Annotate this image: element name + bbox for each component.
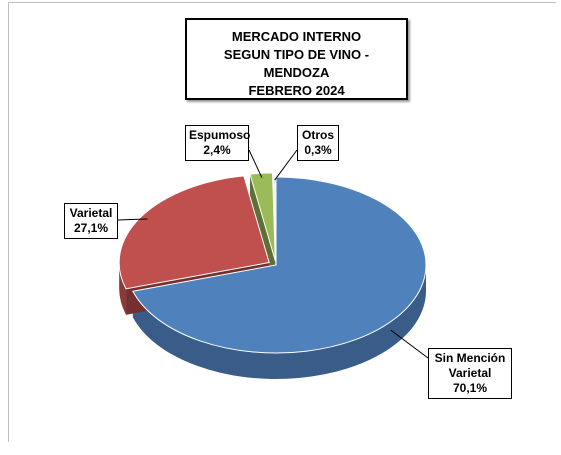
category-label: Otros — [301, 128, 334, 142]
leader-line — [390, 329, 429, 359]
title-line: SEGUN TIPO DE VINO - MENDOZA — [223, 47, 370, 80]
data-label: Sin Mención Varietal 70,1% — [428, 348, 512, 399]
slice — [249, 172, 276, 262]
leader-line — [117, 218, 148, 221]
title-line: FEBRERO 2024 — [248, 83, 345, 98]
value-label: 70,1% — [452, 381, 488, 395]
slice-side — [119, 262, 127, 315]
slice — [118, 175, 270, 290]
chart-title: MERCADO INTERNO SEGUN TIPO DE VINO - MEN… — [185, 18, 408, 100]
value-label: 2,4% — [203, 143, 231, 157]
slice — [132, 176, 427, 354]
data-label: Varietal 27,1% — [64, 203, 118, 239]
category-label: Espumoso — [189, 128, 251, 142]
value-label: 27,1% — [73, 221, 109, 235]
leader-line — [274, 149, 298, 181]
value-label: 0,3% — [304, 143, 332, 157]
slice — [272, 175, 277, 264]
slice-side — [132, 265, 427, 380]
data-label: Otros 0,3% — [297, 125, 339, 161]
category-label: Sin Mención Varietal — [434, 351, 506, 380]
slice-cut — [249, 174, 276, 287]
category-label: Varietal — [69, 206, 113, 220]
chart-frame — [8, 2, 556, 442]
data-label: Espumoso 2,4% — [185, 125, 251, 161]
title-line: MERCADO INTERNO — [231, 29, 362, 44]
leader-line — [248, 149, 263, 178]
